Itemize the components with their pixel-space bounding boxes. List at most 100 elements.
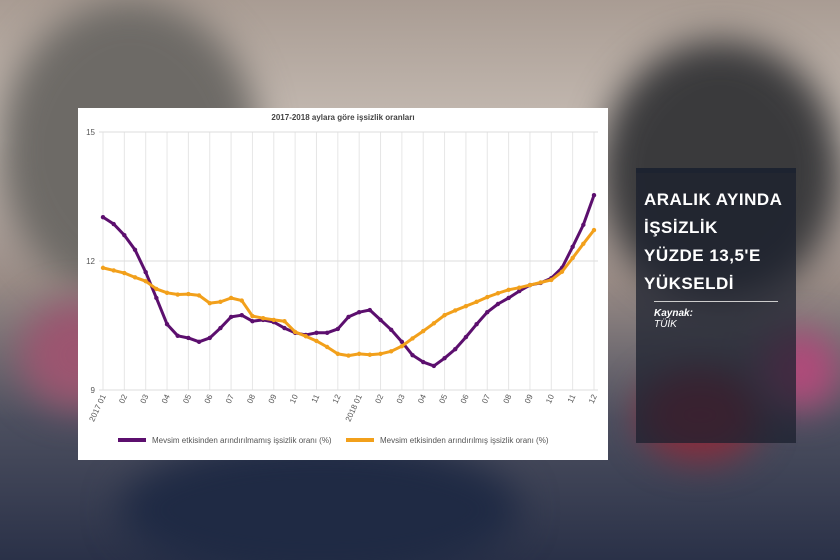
- point: [314, 338, 319, 344]
- point: [260, 315, 266, 321]
- chart-title: 2017-2018 aylara göre işsizlik oranları: [271, 113, 414, 122]
- chart: 2017-2018 aylara göre işsizlik oranları …: [86, 113, 599, 445]
- point: [442, 355, 447, 361]
- point: [324, 344, 330, 350]
- point: [399, 339, 405, 345]
- point: [324, 330, 330, 336]
- x-tick-label: 08: [245, 393, 257, 405]
- headline-line: İŞSİZLİK: [644, 218, 718, 237]
- y-tick-label: 9: [91, 386, 96, 395]
- point: [282, 325, 287, 331]
- point: [122, 270, 127, 276]
- headline-line: YÜKSELDİ: [644, 274, 734, 293]
- point: [175, 333, 180, 339]
- point: [218, 299, 223, 305]
- point: [367, 307, 373, 313]
- point: [228, 314, 234, 320]
- point: [250, 319, 255, 324]
- point: [431, 321, 437, 326]
- point: [207, 335, 212, 341]
- point: [100, 214, 106, 220]
- source-label: Kaynak:: [654, 308, 693, 319]
- x-tick-label: 02: [117, 393, 129, 405]
- x-tick-label: 07: [480, 393, 492, 405]
- x-tick-label: 08: [502, 393, 514, 405]
- legend-label: Mevsim etkisinden arındırılmış işsizlik …: [380, 436, 549, 445]
- x-tick-label: 12: [587, 393, 599, 405]
- point: [495, 291, 501, 296]
- y-tick-label: 15: [86, 128, 95, 137]
- point: [474, 299, 479, 305]
- point: [421, 328, 426, 334]
- point: [517, 288, 522, 294]
- point: [581, 241, 586, 246]
- point: [132, 247, 138, 253]
- point: [581, 222, 586, 228]
- y-tick-label: 12: [86, 257, 95, 266]
- point: [442, 312, 447, 318]
- point: [453, 308, 458, 313]
- point: [570, 255, 575, 261]
- x-tick-label: 11: [566, 393, 578, 405]
- point: [570, 244, 575, 250]
- point: [506, 295, 511, 301]
- point: [303, 334, 309, 339]
- point: [314, 330, 319, 336]
- point: [335, 326, 341, 332]
- point: [506, 287, 511, 293]
- x-tick-label: 03: [395, 393, 407, 405]
- point: [421, 359, 426, 365]
- point: [218, 325, 223, 331]
- x-tick-label: 06: [203, 393, 215, 405]
- point: [143, 279, 148, 284]
- point: [356, 351, 362, 357]
- point: [410, 352, 415, 358]
- point: [292, 329, 298, 335]
- point: [143, 269, 148, 275]
- point: [431, 363, 437, 369]
- point: [196, 293, 202, 298]
- x-tick-label: 04: [416, 393, 428, 405]
- chart-card: 2017-2018 aylara göre işsizlik oranları …: [78, 108, 608, 460]
- point: [388, 327, 394, 332]
- point: [196, 339, 202, 345]
- point: [399, 343, 405, 349]
- x-tick-label: 2017 01: [87, 393, 108, 424]
- point: [378, 351, 383, 357]
- headline-line: ARALIK AYINDA: [644, 190, 783, 209]
- point: [111, 221, 116, 227]
- x-tick-label: 05: [437, 393, 449, 405]
- point: [239, 298, 244, 303]
- point: [207, 300, 212, 306]
- headline-panel: ARALIK AYINDA İŞSİZLİK YÜZDE 13,5'E YÜKSELD…: [636, 168, 796, 443]
- point: [591, 227, 597, 233]
- point: [154, 286, 159, 292]
- source: TÜİK: [654, 319, 677, 330]
- point: [346, 353, 351, 358]
- point: [132, 275, 138, 280]
- series-line: [102, 194, 596, 368]
- x-tick-label: 05: [181, 393, 193, 405]
- point: [463, 334, 469, 340]
- point: [549, 277, 554, 283]
- point: [591, 193, 597, 198]
- point: [495, 301, 501, 307]
- point: [410, 336, 415, 341]
- x-tick-label: 07: [224, 393, 236, 405]
- x-tick-label: 10: [544, 393, 556, 405]
- point: [271, 317, 276, 323]
- point: [527, 282, 533, 288]
- point: [164, 322, 170, 327]
- point: [164, 290, 170, 296]
- x-tick-label: 03: [139, 393, 151, 405]
- x-tick-label: 09: [267, 393, 279, 405]
- point: [485, 294, 490, 300]
- legend-label: Mevsim etkisinden arındırılmamış işsizli…: [152, 436, 332, 445]
- point: [517, 285, 522, 290]
- point: [463, 303, 469, 309]
- point: [228, 295, 234, 301]
- x-tick-label: 04: [160, 393, 172, 405]
- point: [250, 313, 255, 319]
- point: [154, 295, 159, 301]
